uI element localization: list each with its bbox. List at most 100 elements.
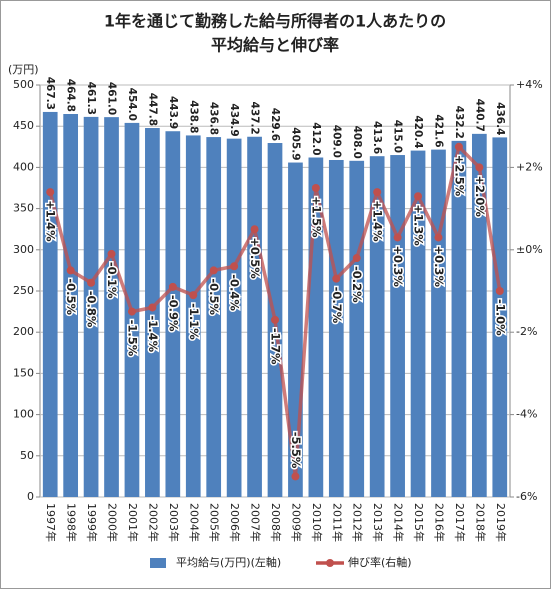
line-value-label: -0.4% — [228, 274, 242, 311]
chart-title: 1年を通じて勤務した給与所得者の1人あたりの — [104, 12, 446, 31]
legend-swatch — [326, 559, 334, 567]
line-marker — [352, 254, 361, 263]
bar — [410, 150, 426, 497]
x-tick-label: 2008年 — [269, 503, 283, 542]
line-value-label: -1.7% — [269, 328, 283, 365]
bar-value-label: 413.6 — [371, 121, 383, 154]
line-marker — [393, 233, 402, 242]
line-value-label: +0.3% — [432, 245, 446, 287]
bar-value-label: 461.3 — [85, 82, 97, 115]
x-tick-label: 2002年 — [146, 503, 160, 542]
bar — [451, 140, 467, 498]
bar-value-label: 454.0 — [126, 88, 138, 121]
bar — [185, 135, 201, 497]
line-value-label: +1.4% — [371, 200, 385, 242]
x-tick-label: 2018年 — [473, 503, 487, 542]
line-value-label: -1.5% — [125, 320, 139, 357]
bar-value-label: 447.8 — [146, 93, 158, 126]
bar — [369, 156, 385, 497]
y-tick-label: 400 — [13, 160, 34, 173]
bar — [471, 133, 487, 497]
y2-tick-label: -6% — [516, 490, 537, 503]
x-tick-label: 2003年 — [167, 503, 181, 542]
line-value-label: +0.3% — [391, 245, 405, 287]
y2-tick-label: -2% — [516, 325, 537, 338]
bar-value-label: 420.4 — [412, 115, 424, 148]
y-tick-label: 350 — [13, 202, 34, 215]
x-tick-label: 1999年 — [85, 503, 99, 542]
x-tick-label: 1997年 — [44, 503, 58, 542]
bar-value-label: 443.9 — [167, 96, 179, 129]
bar-value-label: 415.0 — [392, 120, 404, 153]
line-value-label: +1.5% — [309, 196, 323, 238]
line-value-label: -5.5% — [289, 432, 303, 469]
line-marker — [87, 278, 96, 287]
line-value-label: +1.3% — [412, 204, 426, 246]
y-tick-label: 100 — [13, 408, 34, 421]
bar — [349, 160, 365, 498]
x-tick-label: 2001年 — [126, 503, 140, 542]
x-tick-label: 2005年 — [208, 503, 222, 542]
x-tick-label: 2017年 — [453, 503, 467, 542]
y-tick-label: 0 — [27, 490, 34, 503]
x-tick-label: 2011年 — [330, 503, 344, 542]
line-marker — [414, 192, 423, 201]
line-marker — [168, 282, 177, 291]
line-value-label: -0.5% — [207, 278, 221, 315]
bar — [328, 159, 344, 497]
y2-tick-label: -4% — [516, 408, 537, 421]
line-value-label: -0.8% — [85, 291, 99, 328]
x-tick-label: 2012年 — [351, 503, 365, 542]
bar-value-label: 461.0 — [106, 82, 118, 115]
bar-value-label: 440.7 — [473, 99, 485, 132]
line-value-label: -1.4% — [146, 315, 160, 352]
line-marker — [127, 307, 136, 316]
line-marker — [189, 291, 198, 300]
line-marker — [46, 188, 55, 197]
x-tick-label: 2000年 — [106, 503, 120, 542]
bar — [63, 114, 79, 498]
bar-value-label: 437.2 — [249, 102, 261, 135]
x-tick-label: 2004年 — [187, 503, 201, 542]
bar-value-label: 438.8 — [187, 100, 199, 133]
bar-value-label: 421.6 — [432, 114, 444, 147]
line-value-label: -1.0% — [493, 299, 507, 336]
x-tick-label: 2014年 — [392, 503, 406, 542]
x-tick-label: 2013年 — [371, 503, 385, 542]
x-tick-label: 2007年 — [249, 503, 263, 542]
line-marker — [434, 233, 443, 242]
line-value-label: -0.2% — [350, 266, 364, 303]
line-marker — [332, 274, 341, 283]
bar-value-label: 464.8 — [65, 79, 77, 112]
bar — [83, 116, 99, 498]
bar-value-label: 467.3 — [44, 77, 56, 110]
bar — [247, 136, 262, 497]
legend-label: 伸び率(右軸) — [348, 555, 412, 569]
x-tick-label: 2010年 — [310, 503, 324, 542]
x-tick-label: 2016年 — [432, 503, 446, 542]
bar-value-label: 434.9 — [228, 103, 240, 136]
y-tick-label: 500 — [13, 78, 34, 91]
bar-value-label: 436.4 — [494, 102, 506, 135]
y2-tick-label: +2% — [516, 160, 543, 173]
line-marker — [373, 188, 382, 197]
line-value-label: -1.1% — [187, 303, 201, 340]
bar — [42, 111, 58, 498]
y2-tick-label: +4% — [516, 78, 543, 91]
y-tick-label: 50 — [20, 449, 34, 462]
y-tick-label: 150 — [13, 366, 34, 379]
x-tick-label: 2019年 — [494, 503, 508, 542]
line-marker — [107, 249, 116, 258]
bar-value-label: 405.9 — [289, 127, 301, 160]
bar — [165, 131, 181, 498]
y-tick-label: 300 — [13, 243, 34, 256]
line-marker — [454, 142, 463, 151]
chart-title: 平均給与と伸び率 — [211, 36, 339, 55]
bar-value-label: 412.0 — [310, 122, 322, 155]
bar-value-label: 436.8 — [208, 102, 220, 135]
line-marker — [66, 266, 75, 275]
legend-label: 平均給与(万円)(左軸) — [176, 555, 281, 569]
x-tick-label: 2006年 — [228, 503, 242, 542]
bar-value-label: 408.0 — [351, 126, 363, 159]
line-value-label: +2.5% — [452, 155, 466, 197]
